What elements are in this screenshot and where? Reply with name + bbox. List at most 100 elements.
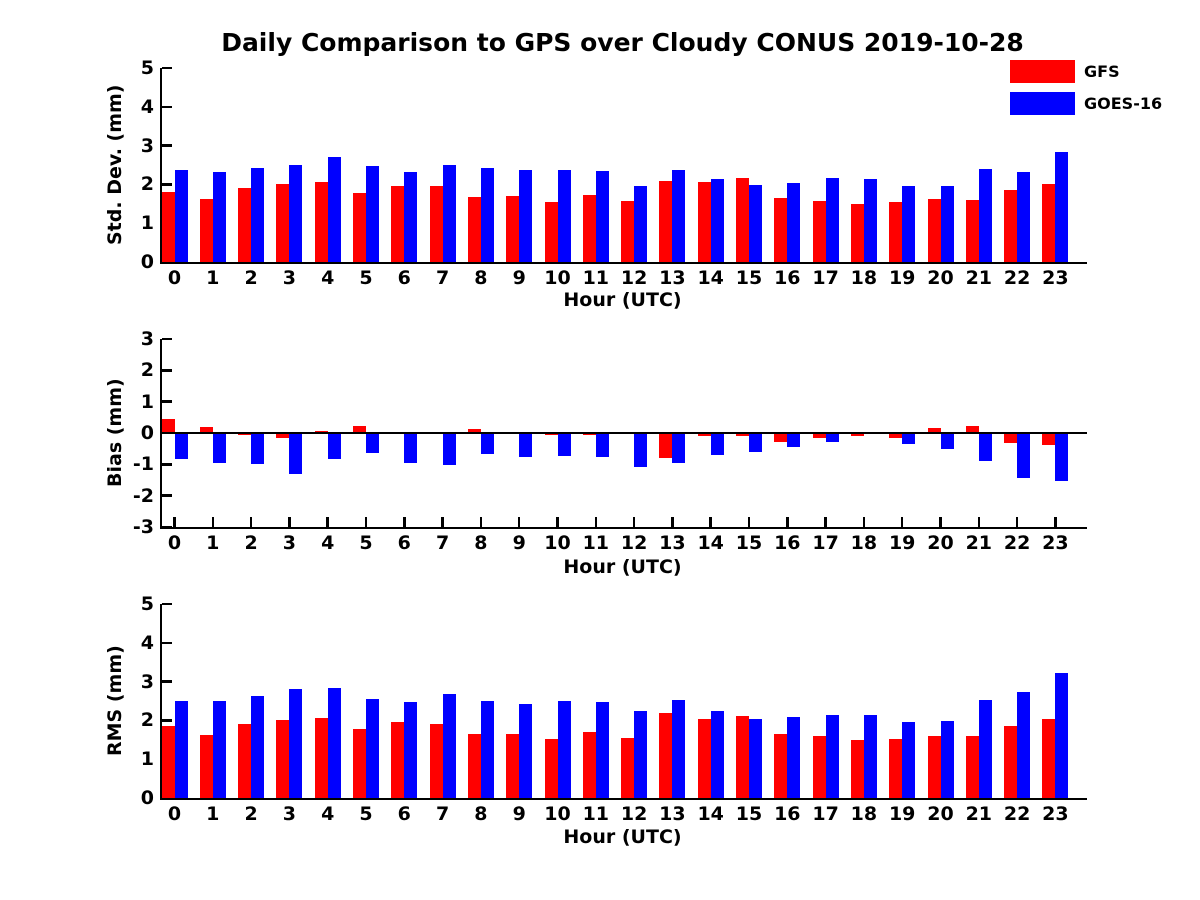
x-tick-mark (747, 517, 751, 527)
bar-goes-16-hour-11 (595, 433, 609, 457)
x-tick-label: 6 (397, 267, 411, 289)
x-tick-mark (364, 517, 368, 527)
x-tick-mark (1015, 517, 1019, 527)
bar-goes-16-hour-23 (1055, 433, 1069, 481)
legend: GFS GOES-16 (1010, 60, 1162, 124)
bar-goes-16-hour-12 (634, 185, 648, 262)
bar-gfs-hour-0 (161, 726, 175, 798)
bar-gfs-hour-19 (889, 201, 903, 262)
y-tick-label: 0 (140, 422, 154, 444)
bar-goes-16-hour-7 (442, 164, 456, 262)
bar-goes-16-hour-4 (327, 433, 341, 460)
x-tick-label: 22 (1003, 803, 1031, 825)
x-tick-label: 8 (474, 803, 488, 825)
bar-goes-16-hour-6 (404, 171, 418, 262)
x-tick-label: 23 (1042, 532, 1069, 554)
bar-goes-16-hour-3 (289, 165, 303, 262)
bar-gfs-hour-20 (927, 735, 941, 798)
legend-swatch-goes16 (1010, 92, 1075, 115)
x-tick-label: 11 (582, 267, 610, 289)
x-tick-label: 14 (697, 532, 724, 554)
legend-item-gfs: GFS (1010, 60, 1162, 83)
x-tick-label: 16 (774, 532, 801, 554)
x-tick-label: 19 (888, 803, 916, 825)
x-tick-label: 5 (359, 267, 373, 289)
x-tick-label: 22 (1003, 267, 1031, 289)
bar-goes-16-hour-19 (902, 433, 916, 444)
x-tick-label: 16 (774, 803, 801, 825)
x-tick-label: 2 (244, 532, 258, 554)
y-tick-label: 3 (140, 134, 154, 157)
chart-title: Daily Comparison to GPS over Cloudy CONU… (221, 28, 1024, 57)
bar-gfs-hour-21 (965, 199, 979, 262)
bar-gfs-hour-13 (659, 433, 673, 459)
bar-goes-16-hour-14 (710, 178, 724, 262)
x-tick-label: 2 (244, 803, 258, 825)
bar-gfs-hour-18 (850, 204, 864, 262)
bar-gfs-hour-10 (544, 739, 558, 798)
x-tick-label: 20 (927, 532, 954, 554)
x-tick-mark (441, 517, 444, 527)
bar-gfs-hour-17 (812, 735, 826, 798)
zero-line (162, 431, 1087, 435)
bar-goes-16-hour-21 (978, 168, 992, 262)
bar-gfs-hour-15 (736, 433, 749, 436)
bar-gfs-hour-22 (1004, 726, 1018, 798)
x-tick-label: 12 (620, 267, 648, 289)
x-tick-label: 14 (697, 803, 724, 825)
bar-goes-16-hour-3 (289, 433, 303, 475)
x-tick-label: 10 (544, 803, 571, 825)
bar-goes-16-hour-2 (251, 433, 265, 465)
y-tick-mark (162, 494, 172, 497)
x-tick-label: 15 (735, 803, 763, 825)
bar-gfs-hour-20 (927, 428, 941, 433)
bar-gfs-hour-9 (506, 733, 520, 798)
bar-gfs-hour-17 (812, 200, 826, 262)
bar-goes-16-hour-12 (634, 433, 648, 467)
x-tick-label: 20 (927, 803, 954, 825)
x-tick-label: 1 (206, 267, 220, 289)
bar-goes-16-hour-21 (978, 433, 992, 461)
bar-gfs-hour-6 (391, 185, 405, 262)
x-tick-label: 0 (167, 267, 182, 289)
bar-gfs-hour-6 (391, 722, 405, 798)
bar-gfs-hour-8 (467, 734, 481, 798)
bar-goes-16-hour-11 (595, 702, 609, 798)
x-tick-mark (403, 517, 406, 527)
y-tick-label: 2 (140, 173, 154, 196)
x-tick-label: 21 (965, 532, 993, 554)
bar-goes-16-hour-8 (480, 701, 494, 798)
x-tick-mark (709, 517, 712, 527)
y-tick-label: 1 (140, 212, 154, 235)
bar-goes-16-hour-14 (710, 433, 724, 455)
bar-goes-16-hour-4 (327, 688, 341, 798)
x-tick-label: 17 (812, 267, 839, 289)
legend-swatch-gfs (1010, 60, 1075, 83)
y-tick-mark (162, 463, 172, 466)
bar-gfs-hour-16 (774, 198, 788, 262)
bar-goes-16-hour-18 (863, 714, 877, 798)
bar-goes-16-hour-22 (1017, 433, 1031, 478)
x-tick-label: 18 (850, 267, 878, 289)
bar-goes-16-hour-7 (442, 694, 456, 798)
x-tick-label: 3 (282, 803, 296, 825)
bar-gfs-hour-23 (1042, 183, 1056, 262)
bar-gfs-hour-12 (621, 201, 635, 262)
x-tick-label: 5 (359, 532, 373, 554)
bar-gfs-hour-16 (774, 733, 788, 798)
bar-gfs-hour-22 (1004, 433, 1018, 443)
bar-gfs-hour-23 (1042, 719, 1056, 798)
x-tick-mark (1054, 517, 1057, 527)
bar-gfs-hour-8 (467, 197, 481, 262)
bar-gfs-hour-8 (467, 428, 481, 433)
x-tick-label: 4 (321, 532, 335, 554)
x-tick-label: 23 (1042, 803, 1069, 825)
bar-gfs-hour-11 (582, 732, 596, 798)
bar-goes-16-hour-10 (557, 701, 571, 798)
bar-gfs-hour-2 (238, 724, 252, 798)
x-tick-label: 8 (474, 267, 488, 289)
bar-gfs-hour-14 (697, 181, 711, 262)
bar-goes-16-hour-3 (289, 689, 303, 798)
y-tick-label: 4 (140, 95, 154, 118)
